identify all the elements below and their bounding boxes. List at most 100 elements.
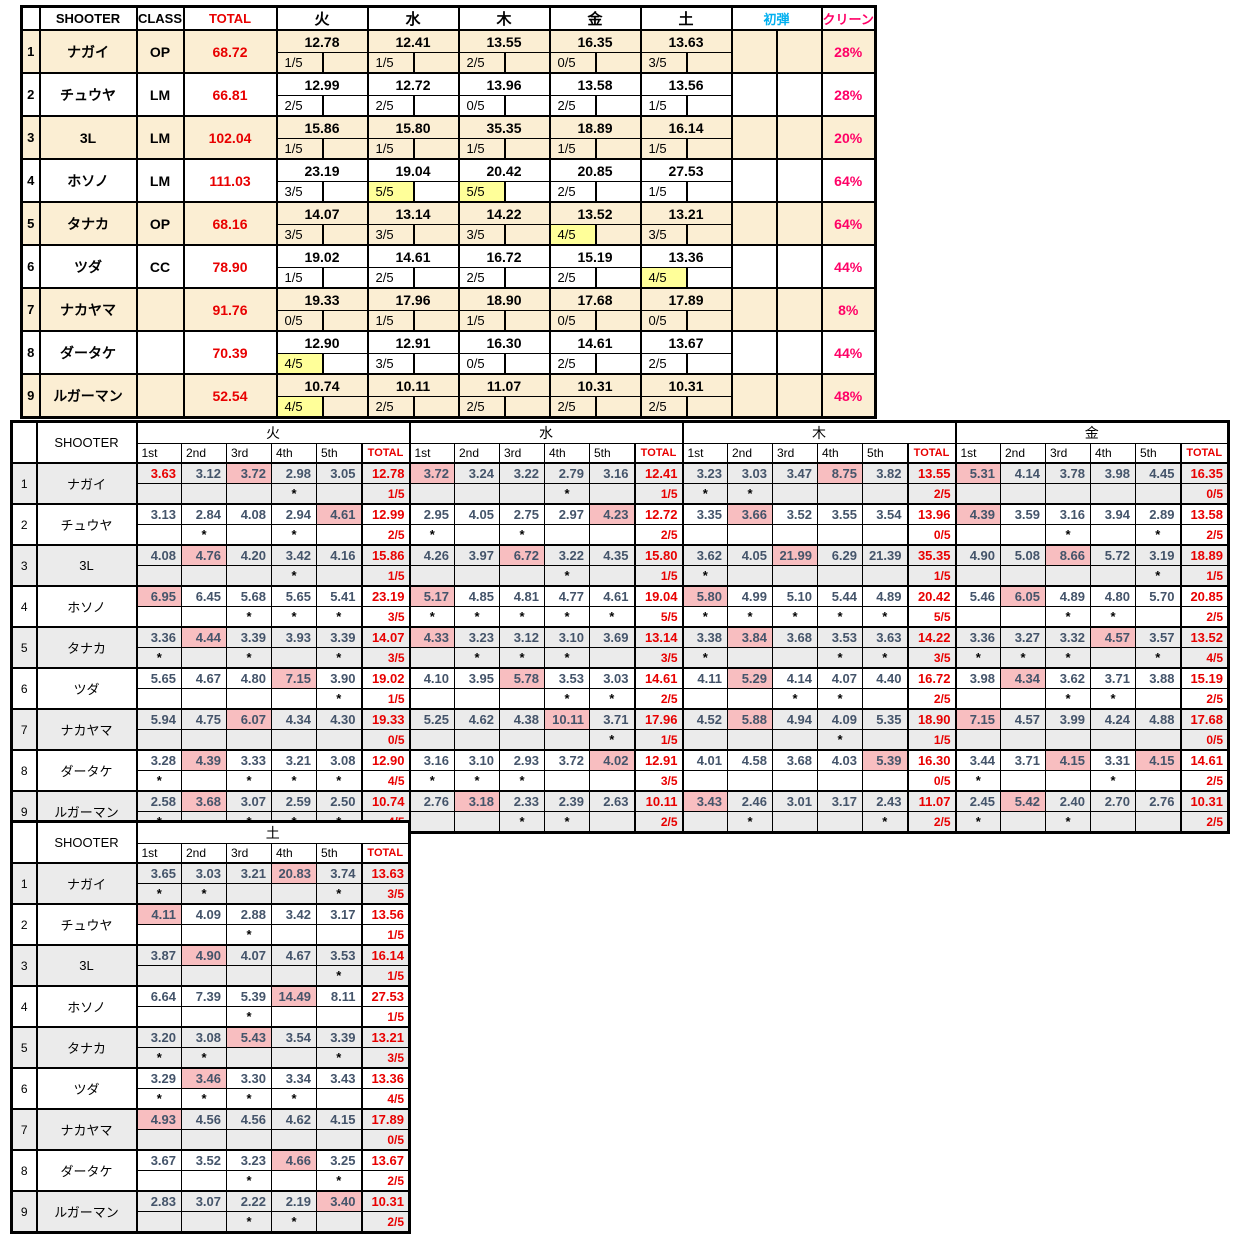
shot-hit-marker-cell[interactable]: [271, 688, 317, 710]
shot-hit-marker-cell[interactable]: [316, 1006, 362, 1028]
shot-time-cell[interactable]: 3.34: [271, 1067, 317, 1089]
day-hits-cell[interactable]: 2/5: [906, 688, 956, 710]
shot-time-cell[interactable]: 3.07: [181, 1190, 227, 1212]
day-average-cell[interactable]: 13.36: [639, 244, 733, 268]
day-hits-cell[interactable]: 5/5: [366, 181, 415, 203]
day-total-cell[interactable]: 13.96: [906, 503, 956, 525]
shot-hit-marker-cell[interactable]: [316, 524, 362, 546]
shot-time-cell[interactable]: 4.11: [135, 903, 182, 925]
row-number-cell[interactable]: 4: [11, 985, 37, 1028]
shooter-name-cell[interactable]: ナカヤマ: [35, 708, 137, 751]
day-hits-cell[interactable]: 1/5: [360, 924, 410, 946]
day-average-cell[interactable]: 19.04: [366, 158, 460, 182]
row-number-cell[interactable]: 7: [11, 708, 37, 751]
shot-time-cell[interactable]: 2.76: [408, 790, 455, 812]
day-hits-cell[interactable]: 2/5: [457, 267, 506, 289]
first-shot-cell[interactable]: [730, 287, 778, 332]
day-total-cell[interactable]: 11.07: [906, 790, 956, 812]
shot-hit-marker-cell[interactable]: [681, 770, 728, 792]
shot-time-cell[interactable]: 5.80: [681, 585, 728, 607]
day-hits-spacer-cell[interactable]: [595, 138, 642, 160]
shot-hit-marker-cell[interactable]: *: [271, 770, 317, 792]
shot-hit-marker-cell[interactable]: [817, 811, 863, 833]
shot-hit-marker-cell[interactable]: [271, 1006, 317, 1028]
shot-hit-marker-cell[interactable]: [954, 483, 1001, 505]
shot-hit-marker-cell[interactable]: [271, 729, 317, 751]
day-hits-spacer-cell[interactable]: [322, 353, 369, 375]
shot-hit-marker-cell[interactable]: [772, 565, 818, 587]
shot-time-cell[interactable]: 2.95: [408, 503, 455, 525]
summary-header-shooter[interactable]: SHOOTER: [38, 5, 138, 31]
day-hits-cell[interactable]: 2/5: [548, 95, 597, 117]
class-cell[interactable]: LM: [135, 115, 185, 160]
day-hits-cell[interactable]: 1/5: [360, 483, 410, 505]
shot-time-cell[interactable]: 2.19: [271, 1190, 317, 1212]
day-hits-cell[interactable]: 1/5: [360, 1006, 410, 1028]
day-hits-cell[interactable]: 5/5: [906, 606, 956, 628]
day-hits-cell[interactable]: 1/5: [639, 138, 688, 160]
shot-time-cell[interactable]: 4.90: [181, 944, 227, 966]
shot-time-cell[interactable]: 5.43: [226, 1026, 272, 1048]
shot-time-cell[interactable]: 3.39: [316, 626, 362, 648]
day-hits-spacer-cell[interactable]: [322, 138, 369, 160]
detail-header-attempt[interactable]: 5th: [316, 443, 362, 464]
shot-time-cell[interactable]: 4.34: [1000, 667, 1046, 689]
shot-hit-marker-cell[interactable]: *: [316, 883, 362, 905]
detail-header-day[interactable]: 水: [408, 421, 683, 444]
shot-hit-marker-cell[interactable]: [226, 483, 272, 505]
shot-time-cell[interactable]: 2.88: [226, 903, 272, 925]
shot-hit-marker-cell[interactable]: [454, 811, 500, 833]
day-hits-cell[interactable]: 2/5: [548, 353, 597, 375]
day-hits-cell[interactable]: 1/5: [360, 688, 410, 710]
first-shot-cell[interactable]: [730, 201, 778, 246]
first-shot-cell[interactable]: [776, 115, 823, 160]
shot-time-cell[interactable]: 3.43: [316, 1067, 362, 1089]
shot-time-cell[interactable]: 5.88: [727, 708, 773, 730]
shot-hit-marker-cell[interactable]: [135, 565, 182, 587]
day-hits-spacer-cell[interactable]: [595, 353, 642, 375]
day-hits-cell[interactable]: 4/5: [360, 770, 410, 792]
day-hits-cell[interactable]: 0/5: [457, 95, 506, 117]
shot-time-cell[interactable]: 2.43: [862, 790, 908, 812]
day-total-cell[interactable]: 16.14: [360, 944, 410, 966]
day-hits-cell[interactable]: 3/5: [360, 647, 410, 669]
shot-time-cell[interactable]: 3.63: [135, 462, 182, 484]
shot-time-cell[interactable]: 3.20: [135, 1026, 182, 1048]
detail-header-attempt[interactable]: 4th: [271, 843, 317, 864]
day-total-cell[interactable]: 17.68: [1179, 708, 1229, 730]
day-average-cell[interactable]: 18.90: [457, 287, 551, 311]
day-hits-cell[interactable]: 4/5: [360, 1088, 410, 1110]
day-total-cell[interactable]: 13.52: [1179, 626, 1229, 648]
day-average-cell[interactable]: 20.42: [457, 158, 551, 182]
shot-time-cell[interactable]: 5.39: [226, 985, 272, 1007]
shot-hit-marker-cell[interactable]: [226, 1129, 272, 1151]
day-total-cell[interactable]: 12.78: [360, 462, 410, 484]
shooter-name-cell[interactable]: ルガーマン: [38, 373, 138, 419]
shot-time-cell[interactable]: 3.08: [316, 749, 362, 771]
row-number-cell[interactable]: 3: [11, 944, 37, 987]
shot-time-cell[interactable]: 3.72: [408, 462, 455, 484]
row-number-cell[interactable]: 6: [11, 667, 37, 710]
day-hits-cell[interactable]: 2/5: [366, 95, 415, 117]
shot-hit-marker-cell[interactable]: [1045, 729, 1091, 751]
shot-hit-marker-cell[interactable]: *: [817, 729, 863, 751]
day-hits-spacer-cell[interactable]: [686, 181, 733, 203]
shot-hit-marker-cell[interactable]: *: [454, 606, 500, 628]
detail-header-attempt[interactable]: 2nd: [1000, 443, 1046, 464]
shot-hit-marker-cell[interactable]: [1090, 647, 1136, 669]
shot-hit-marker-cell[interactable]: *: [135, 770, 182, 792]
corner-cell[interactable]: [11, 821, 37, 864]
first-shot-cell[interactable]: [776, 72, 823, 117]
shot-time-cell[interactable]: 4.40: [862, 667, 908, 689]
day-average-cell[interactable]: 13.96: [457, 72, 551, 96]
shot-hit-marker-cell[interactable]: [862, 729, 908, 751]
day-total-cell[interactable]: 13.58: [1179, 503, 1229, 525]
day-total-cell[interactable]: 10.31: [360, 1190, 410, 1212]
day-total-cell[interactable]: 19.33: [360, 708, 410, 730]
shot-time-cell[interactable]: 3.21: [226, 862, 272, 884]
day-hits-spacer-cell[interactable]: [413, 52, 460, 74]
shot-hit-marker-cell[interactable]: [1090, 483, 1136, 505]
shot-hit-marker-cell[interactable]: *: [589, 606, 635, 628]
detail-header-attempt[interactable]: 1st: [681, 443, 728, 464]
shot-time-cell[interactable]: 3.62: [1045, 667, 1091, 689]
